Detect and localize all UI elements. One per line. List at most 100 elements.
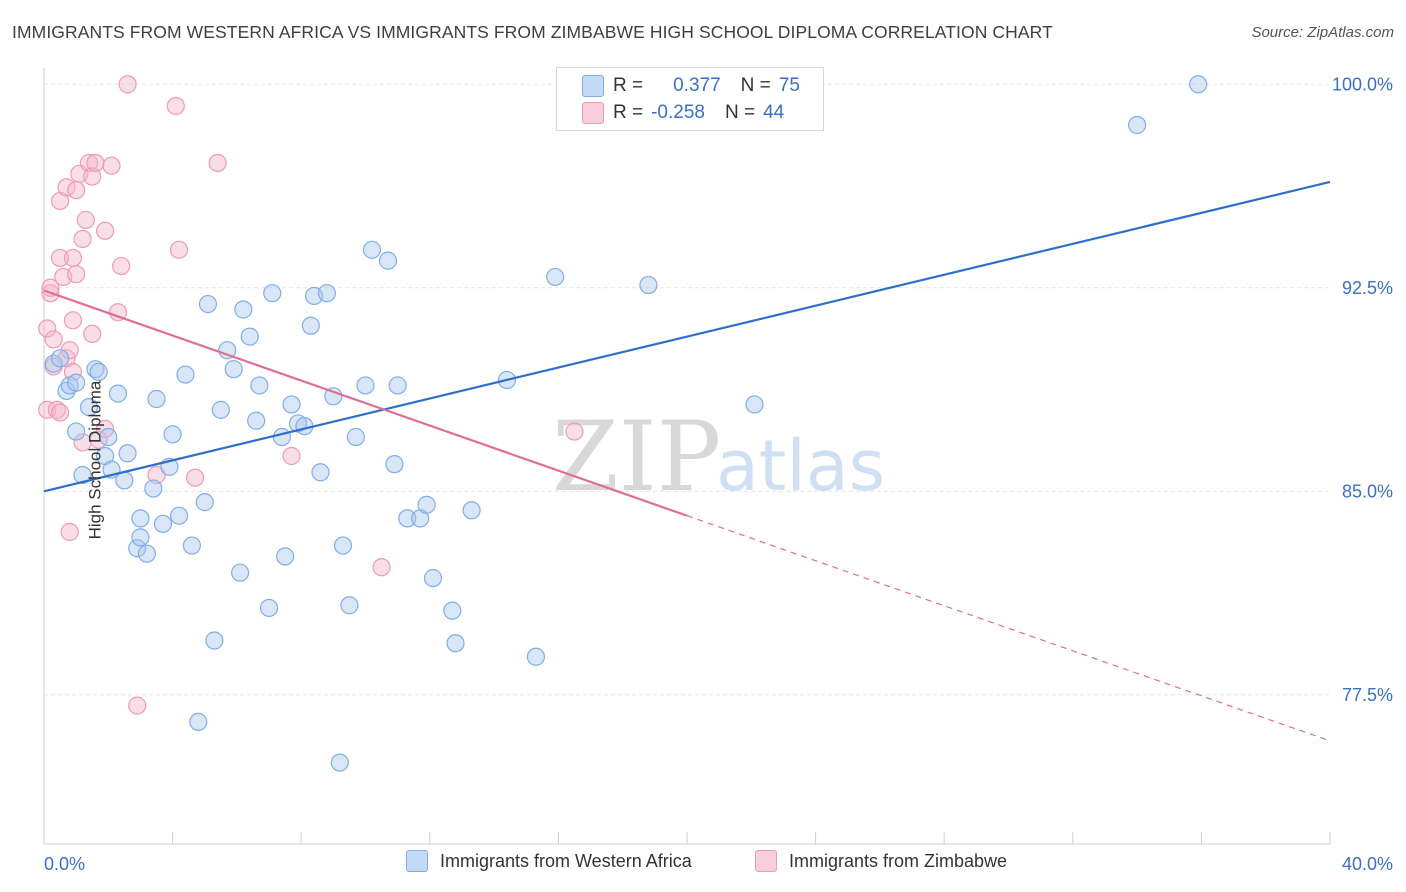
point-0-23 (176, 365, 195, 384)
point-0-34 (247, 411, 266, 430)
point-0-46 (317, 284, 337, 303)
source-label: Source: ZipAtlas.com (1251, 24, 1394, 41)
legend-row-western-africa: R = 0.377 N = 75 (582, 74, 800, 98)
point-0-65 (526, 647, 545, 666)
trend-lines (43, 180, 1331, 742)
point-0-60 (423, 568, 443, 588)
point-0-71 (67, 373, 86, 392)
x-tick-label-0: 0.0% (44, 854, 85, 874)
point-0-50 (340, 596, 359, 615)
point-0-19 (153, 514, 173, 533)
point-0-49 (333, 536, 353, 555)
legend-r-value: 0.377 (673, 75, 721, 96)
legend-swatch-blue (582, 75, 604, 97)
point-0-17 (144, 479, 163, 498)
series-legend: Immigrants from Western Africa Immigrant… (0, 850, 1406, 878)
correlation-legend: R = 0.377 N = 75 R = -0.258 N = 44 (556, 67, 824, 131)
point-1-18 (67, 180, 86, 200)
point-1-23 (76, 210, 95, 230)
point-0-24 (182, 536, 201, 555)
point-1-35 (128, 696, 147, 715)
legend-n-value: 75 (778, 75, 800, 96)
point-1-7 (50, 403, 70, 422)
point-0-59 (417, 495, 436, 514)
point-1-31 (102, 156, 121, 175)
point-0-26 (198, 294, 218, 314)
y-tick-label-2: 92.5% (1342, 278, 1393, 298)
point-0-55 (385, 455, 404, 474)
point-0-29 (218, 341, 237, 360)
point-0-63 (462, 501, 481, 520)
legend-label: Immigrants from Western Africa (440, 850, 692, 871)
point-1-34 (118, 75, 137, 94)
point-0-72 (99, 427, 118, 447)
point-0-48 (330, 753, 349, 772)
point-0-28 (211, 400, 230, 419)
point-1-38 (169, 240, 189, 259)
legend-n-label: N = (724, 102, 756, 123)
y-tick-label-1: 85.0% (1342, 481, 1393, 501)
axes (43, 68, 1331, 845)
point-0-31 (231, 563, 250, 582)
legend-label: Immigrants from Zimbabwe (789, 850, 1008, 871)
watermark-atlas: atlas (716, 425, 885, 507)
point-0-4 (67, 422, 86, 441)
point-1-43 (565, 422, 584, 441)
point-0-62 (446, 634, 465, 653)
point-1-39 (186, 468, 205, 487)
point-1-37 (166, 96, 185, 116)
point-0-16 (137, 544, 156, 563)
point-0-15 (131, 528, 150, 547)
point-0-70 (1189, 75, 1208, 94)
series-western-africa-points (44, 75, 1208, 772)
point-1-19 (67, 265, 86, 284)
point-1-24 (79, 153, 99, 173)
legend-n-value: 44 (763, 102, 785, 123)
point-0-1 (50, 349, 70, 368)
point-0-30 (224, 360, 243, 379)
point-0-67 (639, 275, 658, 295)
point-1-15 (63, 362, 83, 381)
legend-item-western-africa: Immigrants from Western Africa (406, 850, 692, 872)
trend-line-zimbabwe-extension (686, 515, 1331, 742)
point-0-36 (259, 598, 279, 618)
point-1-27 (86, 153, 105, 173)
legend-n-label: N = (740, 75, 771, 96)
tick-labels: 77.5% 85.0% 92.5% 100.0% 0.0% 40.0% (44, 74, 1393, 874)
point-1-42 (372, 558, 391, 577)
point-0-52 (356, 376, 375, 395)
point-0-21 (163, 425, 182, 444)
point-0-8 (89, 362, 108, 381)
point-0-35 (250, 376, 269, 395)
point-0-68 (745, 395, 764, 414)
point-0-53 (362, 240, 382, 259)
legend-swatch-pink (755, 850, 777, 872)
point-1-32 (108, 303, 128, 322)
point-1-14 (60, 522, 79, 542)
point-0-74 (189, 712, 208, 732)
point-0-73 (131, 509, 150, 528)
y-tick-label-0: 77.5% (1342, 685, 1393, 705)
point-0-11 (108, 384, 128, 403)
point-1-17 (63, 248, 83, 268)
point-1-4 (44, 330, 63, 349)
legend-row-zimbabwe: R = -0.258 N = 44 (582, 101, 785, 125)
point-0-47 (324, 387, 343, 406)
point-1-33 (112, 256, 131, 276)
legend-r-label: R = (613, 75, 644, 96)
point-0-66 (546, 267, 565, 287)
point-0-5 (73, 465, 92, 485)
point-0-22 (169, 506, 189, 525)
point-0-33 (240, 327, 259, 346)
point-0-13 (118, 444, 137, 463)
point-0-69 (1127, 115, 1147, 135)
point-0-45 (311, 463, 330, 482)
point-0-14 (128, 539, 147, 558)
y-tick-label-3: 100.0% (1332, 74, 1393, 94)
y-axis-label: High School Diploma (85, 380, 105, 540)
point-0-43 (301, 316, 320, 335)
point-0-39 (276, 547, 295, 566)
grid-lines (44, 83, 1330, 696)
